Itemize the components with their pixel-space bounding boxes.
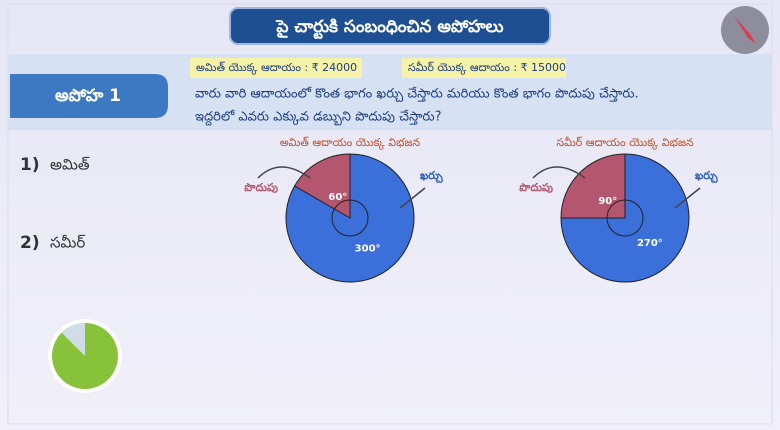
title-box (229, 7, 551, 45)
slice-value-label: 300° (355, 243, 381, 254)
option-text: సమీర్ (50, 234, 85, 252)
option-text: అమిత్ (50, 156, 90, 174)
question-line: వారు వారి ఆదాయంలో కొంత భాగం ఖర్చు చేస్తా… (195, 87, 639, 103)
arrow (257, 166, 311, 179)
pie-slice (560, 153, 626, 219)
hypothesis-label: అపోహ 1 (55, 86, 121, 106)
pie-slice (560, 153, 690, 283)
angle-marker (331, 199, 369, 237)
option[interactable]: 2) సమీర్ (20, 233, 85, 253)
income: సమీర్ యొక్క ఆదాయం : ₹ 15000 (408, 61, 566, 75)
title: పై చార్టుకి సంబంధించిన అపోహలు (275, 17, 503, 39)
category-label: ఖర్చు (695, 169, 718, 183)
category-label: పొదుపు (519, 181, 553, 194)
option-number: 2) (20, 233, 40, 253)
slice-value-label: 270° (637, 238, 663, 249)
category-label: ఖర్చు (420, 169, 443, 183)
arrow (532, 166, 586, 179)
income: అమిత్ యొక్క ఆదాయం : ₹ 24000 (196, 61, 357, 75)
slice-value-label: 60° (328, 192, 347, 203)
hypothesis-tab (10, 74, 168, 118)
question-line: ఇద్దరిలో ఎవరు ఎక్కువ డబ్బుని పొదుపు చేస్… (195, 110, 442, 127)
income-highlight (402, 58, 566, 78)
option[interactable]: 1) అమిత్ (20, 155, 90, 175)
arrow (674, 187, 701, 209)
icon-glyph (734, 16, 756, 44)
frame (7, 3, 773, 425)
category-label: పొదుపు (244, 181, 278, 194)
angle-marker (606, 199, 644, 237)
arrow (399, 187, 426, 209)
income-highlight (190, 58, 362, 78)
pie-title: సమీర్ ఆదాయం యొక్క విభజన (556, 136, 693, 150)
option-number: 1) (20, 155, 40, 175)
timer-remaining (61, 323, 85, 356)
pie-slice (285, 153, 415, 283)
pie-title: అమిత్ ఆదాయం యొక్క విభజన (280, 136, 421, 150)
slice-value-label: 90° (598, 196, 617, 207)
pie-slice (293, 153, 351, 219)
